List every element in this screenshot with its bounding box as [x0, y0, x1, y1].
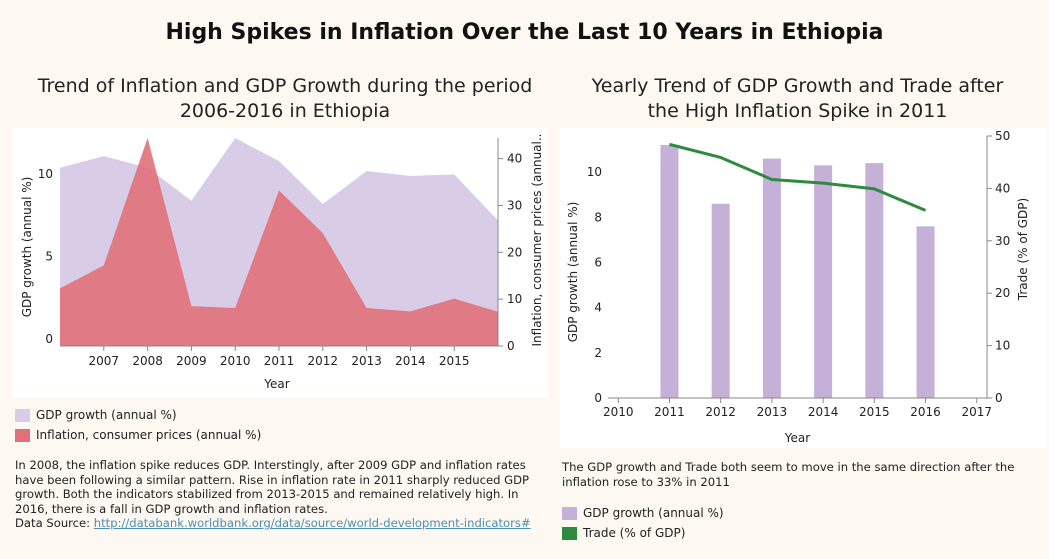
left-y2-tick-label: 10 [507, 292, 522, 306]
right-x-tick-label: 2012 [705, 405, 736, 419]
left-x-tick-label: 2010 [220, 354, 251, 368]
right-y-tick-label: 10 [587, 165, 602, 179]
right-plot-background [560, 128, 1047, 448]
gdp-trade-combo-chart: 2010 2011 2012 2013 2014 2015 2016 201702468100… [560, 128, 1047, 448]
right-y2-tick-label: 50 [995, 129, 1010, 143]
left-x-tick-label: 2015 [439, 354, 470, 368]
inflation-area [60, 138, 498, 346]
right-description-text: The GDP growth and Trade both seem to mo… [562, 460, 1015, 489]
left-legend-item-gdp[interactable]: GDP growth (annual %) [15, 405, 261, 425]
right-x-tick-label: 2015 [859, 405, 890, 419]
gdp-growth-bar [865, 163, 884, 398]
left-x-tick-label: 2008 [132, 354, 163, 368]
data-source-link[interactable]: http://databank.worldbank.org/data/sourc… [93, 516, 531, 531]
left-description-text: In 2008, the inflation spike reduces GDP… [15, 458, 530, 516]
left-chart-title: Trend of Inflation and GDP Growth during… [10, 74, 560, 124]
right-y-tick-label: 4 [594, 301, 602, 315]
left-y-tick-label: 5 [45, 249, 53, 263]
legend-swatch-trade [562, 526, 577, 540]
left-chart-title-line1: Trend of Inflation and GDP Growth during… [37, 75, 533, 97]
right-y2-tick-label: 20 [995, 286, 1010, 300]
right-x-tick-label: 2014 [808, 405, 839, 419]
right-y2-tick-label: 0 [995, 391, 1003, 405]
legend-swatch-gdp [15, 408, 30, 422]
gdp-growth-bar [660, 145, 679, 398]
right-y-tick-label: 0 [594, 391, 602, 405]
right-legend-item-gdp[interactable]: GDP growth (annual %) [562, 503, 724, 523]
gdp-growth-bar [916, 226, 935, 398]
left-x-tick-label: 2013 [351, 354, 382, 368]
trade-line [669, 142, 927, 212]
left-y2-tick-label: 0 [507, 339, 515, 353]
left-x-tick-label: 2014 [395, 354, 426, 368]
left-y2-tick-label: 20 [507, 245, 522, 259]
right-x-tick-label: 2011 [654, 405, 685, 419]
left-x-tick-label: 2009 [176, 354, 207, 368]
page-title: High Spikes in Inflation Over the Last 1… [165, 20, 884, 45]
right-y-tick-label: 8 [594, 210, 602, 224]
right-description: The GDP growth and Trade both seem to mo… [562, 460, 1042, 489]
legend-label-trade: Trade (% of GDP) [583, 526, 686, 540]
left-y-axis-title: GDP growth (annual %) [20, 177, 34, 318]
data-source-label: Data Source: [15, 516, 94, 531]
right-legend-item-trade[interactable]: Trade (% of GDP) [562, 523, 724, 543]
right-y-tick-label: 2 [594, 346, 602, 360]
legend-swatch-inflation [15, 428, 30, 442]
gdp-growth-bar [814, 165, 833, 398]
left-legend: GDP growth (annual %) Inflation, consume… [15, 405, 261, 445]
left-chart-title-line2: 2006-2016 in Ethiopia [179, 100, 391, 122]
left-x-tick-label: 2011 [264, 354, 295, 368]
left-y-tick-label: 0 [45, 332, 53, 346]
left-y2-axis-title: Inflation, consumer prices (annual.. [530, 134, 544, 347]
right-x-tick-label: 2010 [603, 405, 634, 419]
right-y2-tick-label: 10 [995, 339, 1010, 353]
right-chart-title-line1: Yearly Trend of GDP Growth and Trade aft… [591, 75, 1004, 97]
left-y2-tick-label: 30 [507, 198, 522, 212]
gdp-growth-bar [762, 158, 781, 398]
right-y2-tick-label: 40 [995, 181, 1010, 195]
legend-label-gdp: GDP growth (annual %) [36, 408, 177, 422]
right-chart-title-line2: the High Inflation Spike in 2011 [647, 100, 948, 122]
legend-label-inflation: Inflation, consumer prices (annual %) [36, 428, 262, 442]
gdp-growth-bar [711, 203, 730, 398]
right-x-tick-label: 2013 [757, 405, 788, 419]
left-x-tick-label: 2007 [89, 354, 120, 368]
right-x-axis-title: Year [784, 431, 810, 445]
left-y2-tick-label: 40 [507, 152, 522, 166]
left-y-tick-label: 10 [38, 167, 53, 181]
inflation-gdp-area-chart: 2007 2008 2009 2010 2011 2012 2013 2014 20150510… [12, 128, 548, 398]
right-y-tick-label: 6 [594, 255, 602, 269]
right-legend: GDP growth (annual %) Trade (% of GDP) [562, 503, 724, 543]
right-y2-axis-title: Trade (% of GDP) [1016, 198, 1030, 301]
right-x-tick-label: 2016 [910, 405, 941, 419]
left-x-axis-title: Year [263, 377, 289, 391]
left-description: In 2008, the inflation spike reduces GDP… [15, 458, 540, 531]
right-x-tick-label: 2017 [961, 405, 992, 419]
right-y2-tick-label: 30 [995, 234, 1010, 248]
right-y-axis-title: GDP growth (annual %) [566, 202, 580, 343]
right-chart-title: Yearly Trend of GDP Growth and Trade aft… [560, 74, 1035, 124]
legend-swatch-gdp-bar [562, 506, 577, 520]
left-x-tick-label: 2012 [308, 354, 339, 368]
left-legend-item-inflation[interactable]: Inflation, consumer prices (annual %) [15, 425, 261, 445]
legend-label-gdp-bar: GDP growth (annual %) [583, 506, 724, 520]
